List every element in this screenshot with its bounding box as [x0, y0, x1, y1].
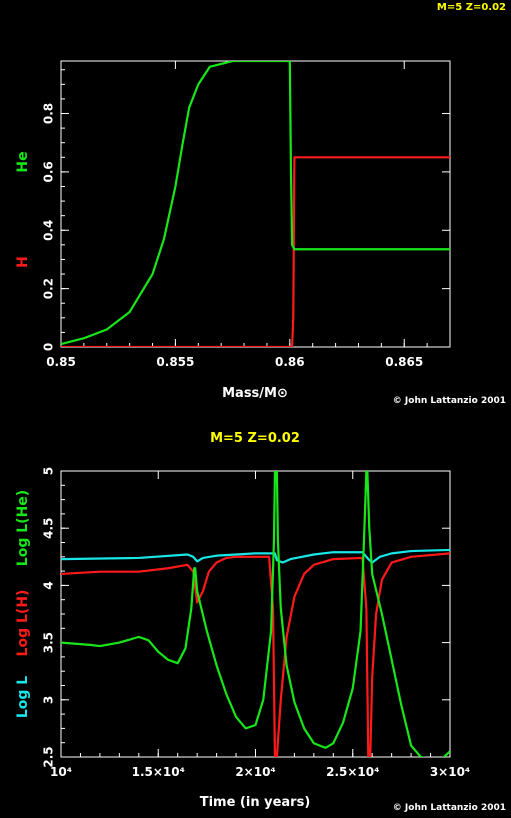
y-axis-label-l: Log L	[15, 676, 31, 718]
plot-frame	[60, 60, 451, 348]
x-tick-label: 0.865	[385, 355, 423, 369]
x-axis-label: Mass/M⊙	[222, 386, 288, 401]
x-tick-label: 1.5×10⁴	[132, 765, 185, 779]
credit-text: © John Lattanzio 2001	[393, 396, 506, 406]
series-line-log-l-he-	[61, 471, 450, 757]
y-tick-label: 0.6	[42, 161, 56, 182]
series-line-h	[61, 156, 450, 347]
x-tick-label: 0.86	[275, 355, 305, 369]
y-tick-label: 4.5	[42, 518, 56, 539]
y-tick-label: 0.2	[42, 278, 56, 299]
x-tick-labels: 0.85 0.855 0.86 0.865	[46, 355, 423, 369]
x-axis-label: Time (in years)	[200, 795, 311, 810]
composition-chart: 0.85 0.855 0.86 0.865 0 0.2 0.4 0.6 0.8 Mass/M⊙…	[15, 60, 506, 406]
y-tick-label: 4	[42, 581, 56, 589]
y-tick-label: 3.5	[42, 632, 56, 653]
x-tick-label: 0.855	[156, 355, 194, 369]
y-tick-label: 5	[42, 467, 56, 475]
x-tick-label: 3×10⁴	[430, 765, 470, 779]
tick-marks	[60, 61, 451, 348]
y-axis-label-he: He	[15, 151, 31, 172]
y-axis-label-lh: Log L(H)	[15, 590, 31, 657]
y-tick-label: 0.8	[42, 103, 56, 124]
chart-title: M=5 Z=0.02	[210, 431, 300, 446]
series-line-he	[61, 61, 450, 346]
luminosity-chart: M=5 Z=0.02 10⁴ 1.5×10⁴ 2×10⁴ 2.5×10⁴ 3×10⁴ 2…	[15, 431, 506, 813]
series-lines	[61, 471, 450, 757]
tick-marks	[60, 470, 451, 758]
y-tick-labels: 0 0.2 0.4 0.6 0.8	[42, 103, 56, 351]
y-tick-label: 0	[42, 343, 56, 351]
series-line-log-l-h-	[61, 552, 450, 757]
y-tick-label: 2.5	[42, 746, 56, 767]
y-axis-label-lhe: Log L(He)	[15, 490, 31, 566]
y-tick-label: 0.4	[42, 220, 56, 241]
x-tick-label: 10⁴	[50, 765, 72, 779]
x-tick-label: 2.5×10⁴	[326, 765, 379, 779]
y-tick-label: 3	[42, 696, 56, 704]
series-lines	[61, 61, 450, 347]
header-label: M=5 Z=0.02	[437, 2, 506, 13]
y-tick-labels: 2.5 3 3.5 4 4.5 5	[42, 467, 56, 768]
plot-frame	[60, 470, 451, 758]
y-axis-label-h: H	[15, 256, 31, 268]
x-tick-labels: 10⁴ 1.5×10⁴ 2×10⁴ 2.5×10⁴ 3×10⁴	[50, 765, 470, 779]
credit-text: © John Lattanzio 2001	[393, 803, 506, 813]
x-tick-label: 2×10⁴	[235, 765, 275, 779]
x-tick-label: 0.85	[46, 355, 76, 369]
